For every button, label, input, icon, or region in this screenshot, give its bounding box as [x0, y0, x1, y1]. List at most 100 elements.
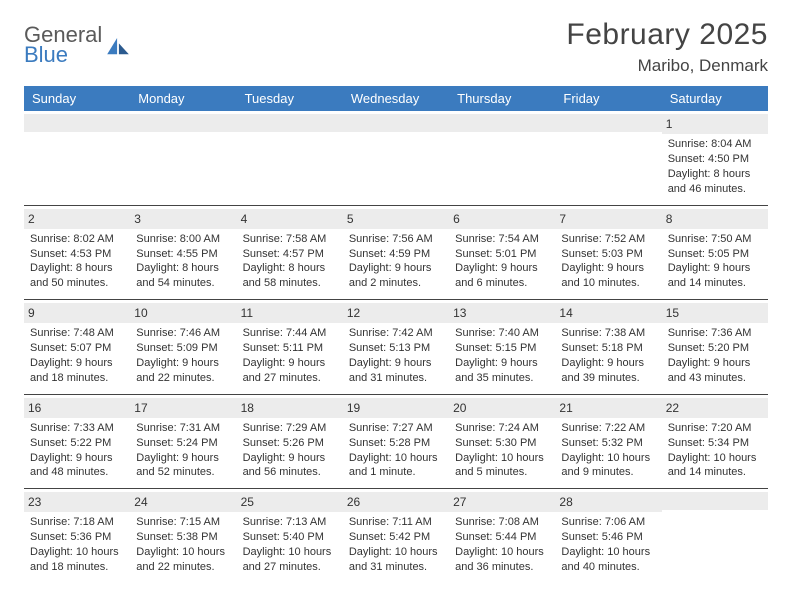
calendar-cell: 10Sunrise: 7:46 AMSunset: 5:09 PMDayligh… — [130, 300, 236, 395]
cell-day_a: Daylight: 9 hours — [561, 261, 655, 276]
cell-sunset: Sunset: 5:11 PM — [243, 341, 337, 356]
day-number: 26 — [343, 492, 449, 512]
day-number: 12 — [343, 303, 449, 323]
cell-day_b: and 6 minutes. — [455, 276, 549, 291]
calendar-cell: 24Sunrise: 7:15 AMSunset: 5:38 PMDayligh… — [130, 489, 236, 583]
calendar-cell: 27Sunrise: 7:08 AMSunset: 5:44 PMDayligh… — [449, 489, 555, 583]
cell-sunset: Sunset: 5:15 PM — [455, 341, 549, 356]
day-number — [237, 114, 343, 132]
cell-sunrise: Sunrise: 7:33 AM — [30, 421, 124, 436]
calendar-cell: 5Sunrise: 7:56 AMSunset: 4:59 PMDaylight… — [343, 205, 449, 300]
calendar-cell: 3Sunrise: 8:00 AMSunset: 4:55 PMDaylight… — [130, 205, 236, 300]
cell-sunrise: Sunrise: 8:00 AM — [136, 232, 230, 247]
cell-day_a: Daylight: 10 hours — [455, 451, 549, 466]
cell-sunset: Sunset: 5:32 PM — [561, 436, 655, 451]
cell-sunrise: Sunrise: 7:46 AM — [136, 326, 230, 341]
day-number: 22 — [662, 398, 768, 418]
cell-sunrise: Sunrise: 7:52 AM — [561, 232, 655, 247]
cell-sunrise: Sunrise: 8:04 AM — [668, 137, 762, 152]
cell-sunset: Sunset: 5:30 PM — [455, 436, 549, 451]
calendar-cell: 22Sunrise: 7:20 AMSunset: 5:34 PMDayligh… — [662, 394, 768, 489]
cell-sunrise: Sunrise: 7:22 AM — [561, 421, 655, 436]
cell-sunrise: Sunrise: 7:29 AM — [243, 421, 337, 436]
cell-day_a: Daylight: 9 hours — [561, 356, 655, 371]
calendar-table: Sunday Monday Tuesday Wednesday Thursday… — [24, 86, 768, 583]
cell-day_a: Daylight: 9 hours — [668, 261, 762, 276]
cell-sunset: Sunset: 5:22 PM — [30, 436, 124, 451]
calendar-cell: 21Sunrise: 7:22 AMSunset: 5:32 PMDayligh… — [555, 394, 661, 489]
day-number — [130, 114, 236, 132]
calendar-cell: 26Sunrise: 7:11 AMSunset: 5:42 PMDayligh… — [343, 489, 449, 583]
cell-day_a: Daylight: 10 hours — [668, 451, 762, 466]
calendar-head: Sunday Monday Tuesday Wednesday Thursday… — [24, 86, 768, 111]
cell-sunrise: Sunrise: 8:02 AM — [30, 232, 124, 247]
day-number: 18 — [237, 398, 343, 418]
day-number: 14 — [555, 303, 661, 323]
day-number: 25 — [237, 492, 343, 512]
cell-day_a: Daylight: 10 hours — [349, 451, 443, 466]
cell-day_b: and 22 minutes. — [136, 560, 230, 575]
calendar-row: 2Sunrise: 8:02 AMSunset: 4:53 PMDaylight… — [24, 205, 768, 300]
cell-sunrise: Sunrise: 7:50 AM — [668, 232, 762, 247]
calendar-cell: 11Sunrise: 7:44 AMSunset: 5:11 PMDayligh… — [237, 300, 343, 395]
cell-day_b: and 54 minutes. — [136, 276, 230, 291]
cell-day_b: and 22 minutes. — [136, 371, 230, 386]
cell-day_b: and 27 minutes. — [243, 371, 337, 386]
day-number: 23 — [24, 492, 130, 512]
cell-day_b: and 43 minutes. — [668, 371, 762, 386]
cell-day_b: and 10 minutes. — [561, 276, 655, 291]
day-number: 24 — [130, 492, 236, 512]
cell-sunset: Sunset: 4:59 PM — [349, 247, 443, 262]
day-number: 28 — [555, 492, 661, 512]
cell-day_a: Daylight: 10 hours — [136, 545, 230, 560]
cell-day_a: Daylight: 9 hours — [668, 356, 762, 371]
day-number: 21 — [555, 398, 661, 418]
col-tue: Tuesday — [237, 86, 343, 111]
calendar-cell — [237, 111, 343, 205]
month-title: February 2025 — [566, 18, 768, 52]
calendar-cell: 13Sunrise: 7:40 AMSunset: 5:15 PMDayligh… — [449, 300, 555, 395]
cell-day_b: and 56 minutes. — [243, 465, 337, 480]
logo: General Blue — [24, 18, 129, 66]
calendar-cell: 6Sunrise: 7:54 AMSunset: 5:01 PMDaylight… — [449, 205, 555, 300]
cell-sunrise: Sunrise: 7:27 AM — [349, 421, 443, 436]
cell-day_a: Daylight: 8 hours — [30, 261, 124, 276]
cell-sunrise: Sunrise: 7:56 AM — [349, 232, 443, 247]
day-number — [343, 114, 449, 132]
cell-sunset: Sunset: 5:24 PM — [136, 436, 230, 451]
day-number: 9 — [24, 303, 130, 323]
cell-day_b: and 1 minute. — [349, 465, 443, 480]
calendar-cell: 23Sunrise: 7:18 AMSunset: 5:36 PMDayligh… — [24, 489, 130, 583]
cell-day_a: Daylight: 9 hours — [455, 261, 549, 276]
sail-icon — [107, 38, 129, 56]
calendar-row: 23Sunrise: 7:18 AMSunset: 5:36 PMDayligh… — [24, 489, 768, 583]
cell-day_b: and 27 minutes. — [243, 560, 337, 575]
calendar-cell — [130, 111, 236, 205]
cell-day_b: and 5 minutes. — [455, 465, 549, 480]
cell-day_b: and 9 minutes. — [561, 465, 655, 480]
cell-sunrise: Sunrise: 7:36 AM — [668, 326, 762, 341]
cell-sunset: Sunset: 5:44 PM — [455, 530, 549, 545]
calendar-row: 16 Sunrise: 7:33 AMSunset: 5:22 PM Dayligh… — [24, 394, 768, 489]
calendar-cell: 17Sunrise: 7:31 AMSunset: 5:24 PMDayligh… — [130, 394, 236, 489]
day-number: 4 — [237, 209, 343, 229]
cell-sunrise: Sunrise: 7:58 AM — [243, 232, 337, 247]
cell-day_a: Daylight: 9 hours — [243, 356, 337, 371]
calendar-cell: 8Sunrise: 7:50 AMSunset: 5:05 PMDaylight… — [662, 205, 768, 300]
cell-sunrise: Sunrise: 7:11 AM — [349, 515, 443, 530]
day-number: 11 — [237, 303, 343, 323]
day-number: 15 — [662, 303, 768, 323]
cell-day_b: and 14 minutes. — [668, 465, 762, 480]
col-sat: Saturday — [662, 86, 768, 111]
day-number: 16 — [24, 398, 130, 418]
cell-sunrise: Sunrise: 7:24 AM — [455, 421, 549, 436]
cell-sunrise: Sunrise: 7:54 AM — [455, 232, 549, 247]
cell-day_b: and 39 minutes. — [561, 371, 655, 386]
cell-day_a: Daylight: 9 hours — [136, 356, 230, 371]
cell-day_a: Daylight: 8 hours — [243, 261, 337, 276]
cell-sunset: Sunset: 5:13 PM — [349, 341, 443, 356]
cell-sunset: Sunset: 5:20 PM — [668, 341, 762, 356]
cell-sunrise: Sunrise: 7:15 AM — [136, 515, 230, 530]
location-subtitle: Maribo, Denmark — [566, 56, 768, 76]
cell-day_a: Daylight: 9 hours — [455, 356, 549, 371]
